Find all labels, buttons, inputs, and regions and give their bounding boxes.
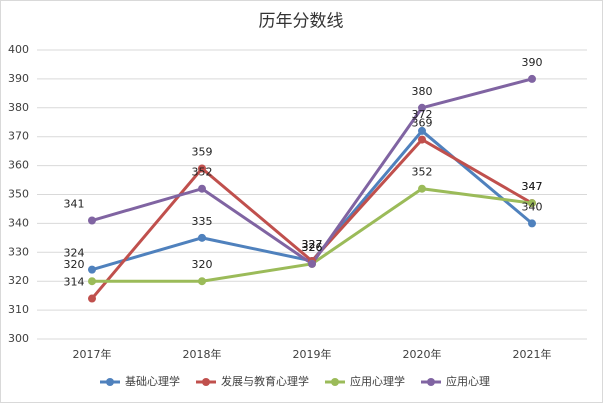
x-tick-label: 2020年 (403, 347, 442, 361)
point (418, 126, 426, 135)
y-tick-label: 320 (8, 274, 29, 287)
data-label: 347 (522, 180, 543, 193)
data-label: 324 (64, 247, 85, 260)
legend-marker (427, 378, 435, 386)
legend-marker (106, 378, 114, 386)
y-tick-label: 380 (8, 101, 29, 114)
y-tick-label: 300 (8, 332, 29, 345)
y-tick-label: 330 (8, 245, 29, 258)
data-label: 352 (192, 166, 213, 179)
point (198, 164, 206, 173)
legend-label: 基础心理学 (125, 374, 180, 388)
data-label: 341 (64, 198, 85, 211)
point (418, 184, 426, 193)
y-tick-label: 370 (8, 130, 29, 143)
point (88, 265, 96, 274)
point (418, 135, 426, 144)
point (88, 216, 96, 225)
y-tick-label: 360 (8, 159, 29, 172)
point (88, 277, 96, 286)
y-tick-label: 390 (8, 72, 29, 85)
data-label: 352 (412, 166, 433, 179)
data-label: 326 (302, 241, 323, 254)
data-label: 347 (522, 180, 543, 193)
x-tick-label: 2021年 (513, 347, 552, 361)
data-label: 335 (192, 215, 213, 228)
x-tick-label: 2017年 (73, 347, 112, 361)
point (528, 74, 536, 83)
legend-marker (331, 378, 339, 386)
point (418, 103, 426, 112)
legend-label: 应用心理学 (350, 374, 405, 388)
point (528, 219, 536, 228)
y-tick-label: 310 (8, 303, 29, 316)
data-label: 314 (64, 276, 85, 289)
data-label: 390 (522, 56, 543, 69)
point (198, 233, 206, 242)
x-tick-label: 2018年 (183, 347, 222, 361)
y-tick-label: 400 (8, 43, 29, 56)
data-label: 320 (192, 258, 213, 271)
point (88, 294, 96, 303)
data-label: 340 (522, 200, 543, 213)
data-label: 380 (412, 85, 433, 98)
y-tick-label: 340 (8, 216, 29, 229)
data-label: 327 (302, 238, 323, 251)
data-label: 372 (412, 108, 433, 121)
x-tick-label: 2019年 (293, 347, 332, 361)
chart-title: 历年分数线 (259, 12, 344, 32)
data-label: 359 (192, 145, 213, 158)
legend-marker (202, 378, 210, 386)
legend-label: 发展与教育心理学 (221, 374, 309, 388)
y-tick-label: 350 (8, 188, 29, 201)
data-label: 320 (64, 258, 85, 271)
data-label: 326 (302, 241, 323, 254)
point (528, 199, 536, 208)
data-label: 369 (412, 117, 433, 130)
point (308, 259, 316, 268)
data-label: 327 (302, 238, 323, 251)
point (198, 277, 206, 286)
point (198, 184, 206, 193)
legend-label: 应用心理 (446, 374, 490, 388)
